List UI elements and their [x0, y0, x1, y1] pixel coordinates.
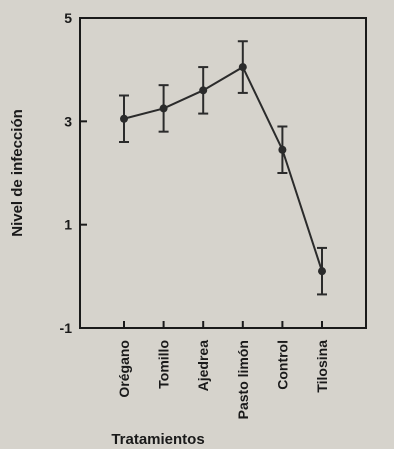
y-tick-label: 3: [64, 113, 72, 129]
data-point: [199, 86, 208, 95]
data-point: [120, 114, 128, 123]
data-point: [278, 145, 287, 154]
x-tick-label: Pasto limón: [235, 340, 251, 419]
y-tick-label: 1: [64, 217, 72, 233]
data-point: [238, 63, 247, 72]
y-axis: 5 3 1 -1: [60, 10, 87, 336]
y-axis-title: Nivel de infección: [9, 109, 26, 237]
series-line: [123, 65, 323, 272]
x-axis-title: Tratamientos: [111, 431, 204, 448]
data-point: [318, 267, 326, 276]
data-points: [120, 63, 326, 276]
x-tick-label: Orégano: [116, 340, 132, 398]
x-tick-label: Ajedrea: [195, 340, 211, 392]
y-tick-label: -1: [60, 320, 73, 336]
data-point: [159, 104, 168, 113]
x-axis: Orégano Tomillo Ajedrea Pasto limón Control T…: [116, 321, 330, 419]
x-tick-label: Tilosina: [314, 340, 330, 393]
y-tick-label: 5: [64, 10, 72, 26]
plot-frame: [79, 17, 367, 329]
x-tick-label: Control: [274, 340, 290, 390]
x-tick-label: Tomillo: [156, 340, 172, 389]
